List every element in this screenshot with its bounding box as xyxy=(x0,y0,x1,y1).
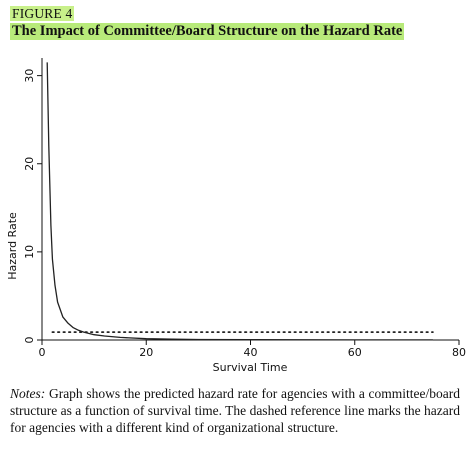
hazard-curve-line xyxy=(46,62,433,341)
x-axis-label: Survival Time xyxy=(213,361,288,374)
y-tick-label: 30 xyxy=(23,69,36,83)
x-tick-label: 40 xyxy=(244,346,258,359)
x-tick-label: 0 xyxy=(39,346,46,359)
y-axis-label: Hazard Rate xyxy=(6,212,19,280)
hazard-rate-chart: 0 20 40 60 80 0 10 20 30 Survival Time Hazard Ra… xyxy=(6,58,466,374)
y-tick-label: 0 xyxy=(23,337,36,344)
notes-text: Graph shows the predicted hazard rate fo… xyxy=(10,386,460,435)
figure-label: FIGURE 4 xyxy=(10,6,75,21)
x-tick-label: 20 xyxy=(139,346,153,359)
y-tick-label: 10 xyxy=(23,245,36,259)
y-tick-label: 20 xyxy=(23,157,36,171)
x-tick-label: 60 xyxy=(348,346,362,359)
notes-lead: Notes: xyxy=(10,386,46,401)
figure-title: The Impact of Committee/Board Structure … xyxy=(10,23,405,40)
x-tick-label: 80 xyxy=(452,346,466,359)
figure-notes: Notes: Graph shows the predicted hazard … xyxy=(10,385,460,436)
